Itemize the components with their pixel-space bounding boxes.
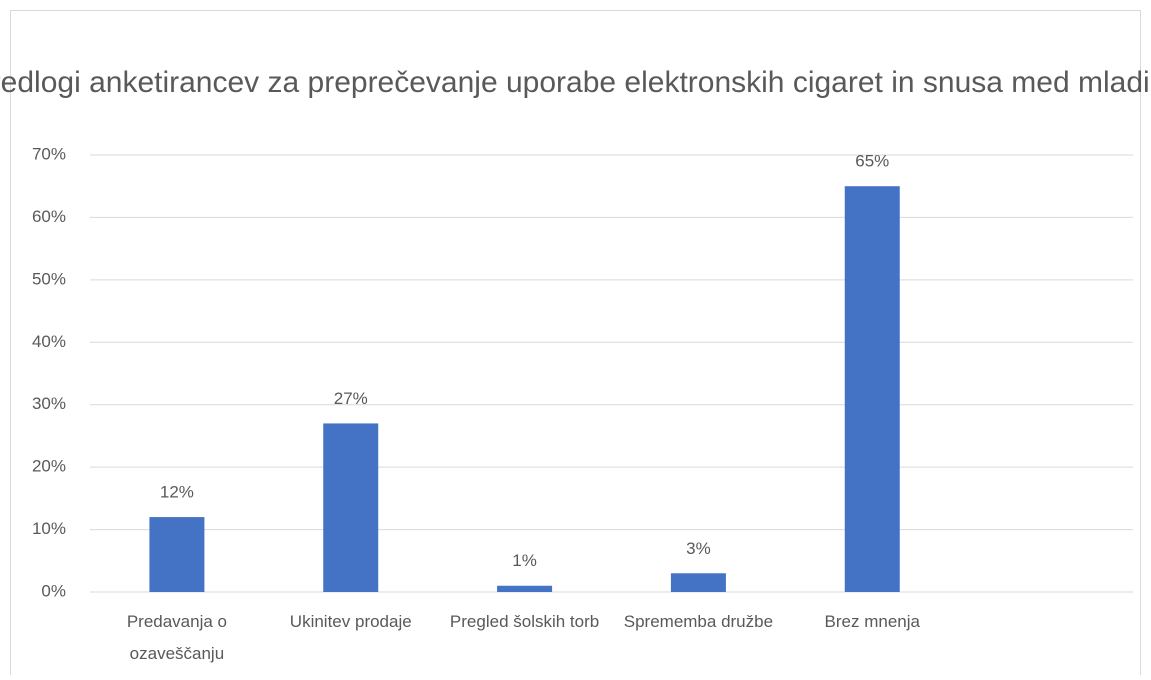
bar bbox=[670, 573, 726, 592]
bar bbox=[844, 186, 900, 592]
y-tick-label: 40% bbox=[32, 332, 66, 351]
data-label: 27% bbox=[334, 389, 368, 408]
x-tick-label: Predavanja o ozaveščanju bbox=[127, 612, 227, 663]
y-tick-label: 0% bbox=[41, 581, 66, 600]
x-tick-label: Sprememba družbe bbox=[624, 612, 773, 631]
y-tick-label: 20% bbox=[32, 457, 66, 476]
y-tick-label: 70% bbox=[32, 144, 66, 163]
data-label: 3% bbox=[686, 539, 711, 558]
bar bbox=[497, 585, 553, 592]
chart-title: Predlogi anketirancev za preprečevanje u… bbox=[0, 66, 1151, 99]
y-tick-label: 10% bbox=[32, 519, 66, 538]
data-label: 65% bbox=[855, 152, 889, 171]
y-tick-label: 30% bbox=[32, 394, 66, 413]
bar bbox=[149, 517, 205, 592]
data-label: 1% bbox=[512, 551, 537, 570]
bar bbox=[323, 423, 379, 592]
x-tick-label: Pregled šolskih torb bbox=[450, 612, 599, 631]
x-tick-label: Brez mnenja bbox=[825, 612, 921, 631]
y-tick-label: 50% bbox=[32, 269, 66, 288]
x-tick-label: Ukinitev prodaje bbox=[290, 612, 412, 631]
y-tick-label: 60% bbox=[32, 207, 66, 226]
data-label: 12% bbox=[160, 483, 194, 502]
